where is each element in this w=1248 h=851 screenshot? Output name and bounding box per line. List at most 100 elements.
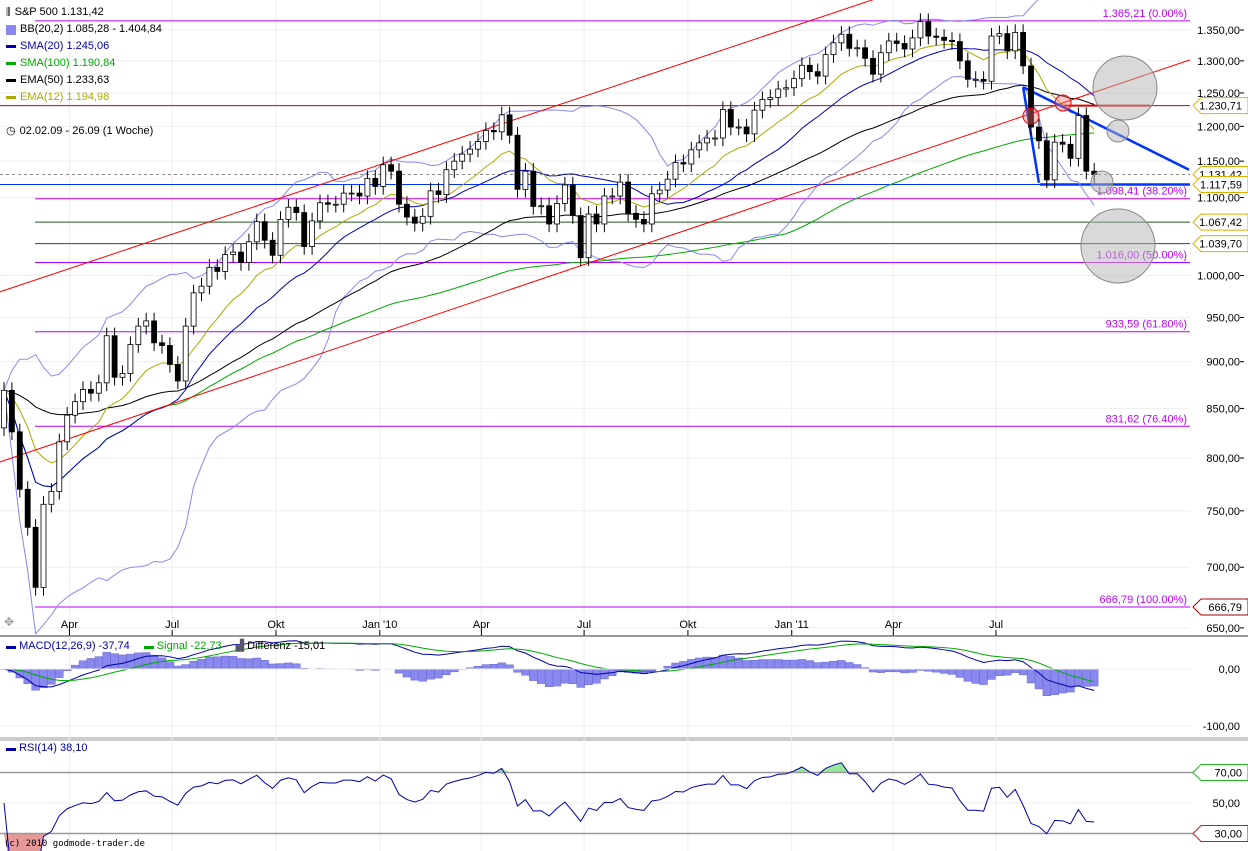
candle — [878, 52, 884, 75]
candle — [885, 40, 892, 54]
candle — [285, 206, 292, 220]
candle — [261, 221, 268, 241]
price-tag — [1192, 176, 1248, 194]
macd-histogram-bar — [837, 660, 846, 670]
signal-swatch-icon — [143, 645, 154, 649]
candle — [467, 148, 474, 155]
candle — [1051, 141, 1058, 181]
y-tick-label: 650,00 — [1206, 623, 1240, 635]
macd-histogram-bar — [402, 668, 412, 678]
price-tag-label: 1.230,71 — [1199, 101, 1242, 113]
macd-histogram-bar — [853, 664, 862, 670]
candle — [380, 164, 387, 187]
macd-histogram-bar — [55, 668, 64, 678]
macd-histogram-bar — [78, 660, 88, 670]
candle — [585, 213, 592, 259]
candle — [822, 54, 829, 77]
candle — [238, 251, 244, 263]
candle — [569, 184, 576, 216]
y-tick-label: 1.000,00 — [1197, 270, 1240, 282]
macd-histogram-bar — [805, 660, 814, 670]
macd-histogram-bar — [726, 656, 735, 670]
candle — [862, 47, 868, 59]
macd-histogram-bar — [774, 659, 783, 670]
legend-macd: MACD(12,26,9) -37,74 — [19, 639, 130, 652]
candle — [688, 149, 695, 165]
macd-histogram-bar — [197, 658, 206, 670]
macd-histogram-bar — [47, 668, 56, 685]
macd-histogram-bar — [86, 658, 96, 670]
candle — [957, 41, 963, 62]
candle — [917, 21, 924, 39]
macd-histogram-bar — [908, 668, 917, 673]
candle — [127, 344, 134, 374]
rsi-level-tag — [1192, 825, 1248, 842]
candle — [1036, 126, 1042, 142]
fibonacci-label: 831,62 (76.40%) — [1106, 413, 1187, 425]
candle — [103, 335, 110, 384]
candle — [1012, 32, 1019, 52]
candle — [1059, 141, 1066, 145]
macd-legend: MACD(12,26,9) -37,74 Signal -22,73 ▟ Dif… — [6, 639, 325, 652]
macd-histogram-bar — [789, 659, 799, 670]
candle — [775, 88, 782, 98]
candle — [522, 170, 529, 190]
candle — [846, 33, 853, 49]
legend-ema12: EMA(12) 1.194,98 — [20, 91, 110, 103]
x-tick-label: Jan '10 — [362, 619, 397, 631]
macd-histogram-bar — [110, 653, 119, 670]
marker-circle — [1092, 55, 1158, 121]
candle — [1075, 115, 1082, 159]
macd-histogram-bar — [750, 659, 759, 670]
candle — [909, 37, 916, 50]
sma20-line — [3, 47, 1095, 488]
candle — [451, 160, 458, 171]
candle — [814, 71, 821, 77]
candle — [799, 64, 805, 80]
macd-histogram-bar — [560, 668, 570, 684]
candle — [356, 192, 363, 197]
macd-histogram-bar — [963, 668, 972, 682]
macd-histogram-bar — [252, 657, 261, 670]
candle — [340, 192, 347, 205]
macd-histogram-bar — [584, 668, 593, 686]
candle — [538, 205, 545, 208]
candle — [222, 254, 229, 272]
macd-histogram-bar — [845, 662, 854, 670]
macd-histogram-bar — [118, 654, 127, 670]
macd-histogram-bar — [1034, 668, 1044, 690]
macd-histogram-bar — [244, 658, 254, 670]
candle — [577, 215, 584, 259]
candle — [530, 170, 537, 207]
candle — [554, 203, 560, 225]
candle — [1020, 32, 1026, 67]
legend-rsi: RSI(14) 38,10 — [19, 742, 88, 754]
price-tag-label: 1.039,70 — [1199, 239, 1242, 251]
candle — [119, 373, 126, 378]
candle — [40, 503, 47, 588]
legend-sma100: SMA(100) 1.190,84 — [20, 57, 116, 69]
rsi-line — [3, 762, 1095, 851]
candle — [332, 203, 339, 206]
candle — [830, 42, 837, 56]
marker-circle — [1106, 119, 1130, 143]
candle — [348, 192, 355, 195]
macd-histogram-bar — [544, 668, 554, 688]
macd-histogram-bar — [829, 660, 838, 670]
macd-histogram-bar — [742, 660, 751, 670]
candle — [388, 164, 395, 172]
macd-histogram-bar — [442, 668, 451, 676]
candle — [443, 169, 450, 195]
macd-histogram-bar — [971, 668, 980, 684]
bollinger-lower — [3, 75, 1095, 635]
candle — [48, 491, 55, 505]
candle — [190, 292, 197, 327]
period-label: 02.02.09 - 26.09 (1 Woche) — [19, 125, 154, 137]
candle — [419, 215, 426, 224]
move-handle-icon: ✥ — [4, 615, 14, 629]
candle — [648, 193, 655, 225]
candle — [949, 39, 955, 42]
candle — [901, 43, 908, 50]
signal-line — [3, 642, 1095, 683]
legend-differenz: Differenz -15,01 — [247, 640, 326, 652]
